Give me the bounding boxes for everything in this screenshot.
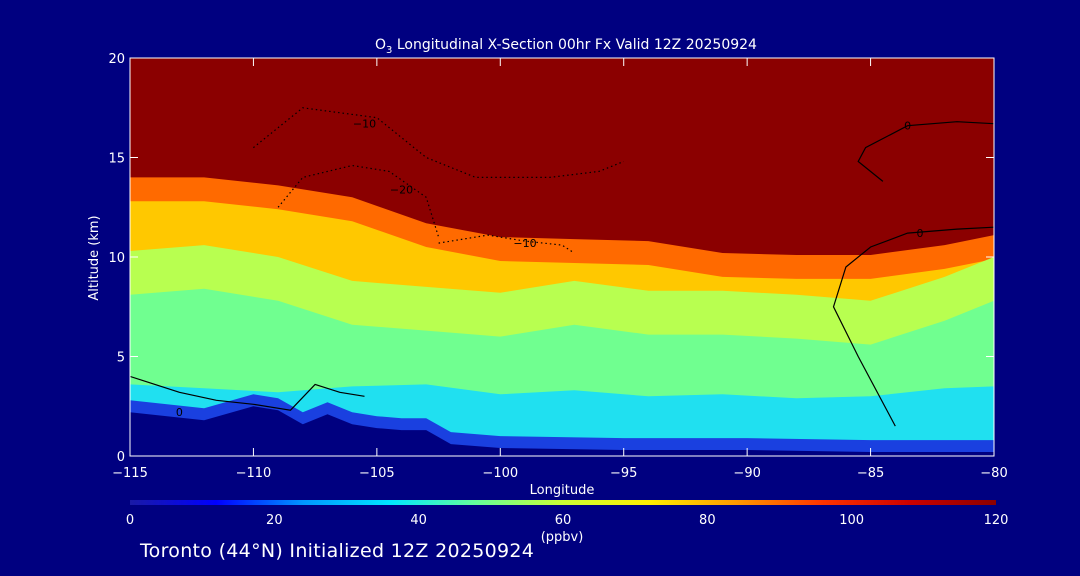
contour-label: 0: [176, 406, 183, 419]
terrain-mask: [130, 406, 994, 456]
contour-label: 0: [916, 227, 923, 240]
contour-line-5: [130, 375, 365, 411]
x-tick-label: −100: [482, 466, 518, 481]
x-tick-label: −95: [610, 466, 637, 481]
contour-label: 0: [904, 120, 911, 133]
x-tick-label: −85: [857, 466, 884, 481]
chart-title: O3 Longitudinal X-Section 00hr Fx Valid …: [375, 37, 757, 56]
x-tick-label: −110: [236, 466, 272, 481]
x-axis-label: Longitude: [530, 483, 595, 498]
y-tick-label: 10: [108, 251, 125, 266]
y-tick-label: 0: [117, 450, 125, 465]
y-axis: 0 5 10 15 20: [108, 52, 994, 465]
y-tick-label: 15: [108, 152, 125, 167]
x-tick-label: −90: [733, 466, 760, 481]
colorbar-tick-label: 100: [839, 513, 864, 528]
colorbar-tick-label: 120: [984, 513, 1009, 528]
colorbar-tick-label: 40: [410, 513, 427, 528]
y-tick-label: 20: [108, 52, 125, 67]
contour-label: −20: [390, 183, 413, 196]
plot-area: −10 −20 −10 0 0 0: [130, 58, 994, 456]
y-axis-label: Altitude (km): [87, 215, 102, 300]
x-axis: −115 −110 −105 −100 −95 −90 −85 −80: [112, 58, 1008, 481]
contour-line-0: [253, 107, 624, 178]
colorbar-ticks: 0 20 40 60 80 100 120: [126, 513, 1009, 528]
y-tick-label: 5: [117, 351, 125, 366]
colorbar-tick-label: 20: [266, 513, 283, 528]
contour-label: −10: [513, 237, 536, 250]
contour-label: −10: [353, 118, 376, 131]
colorbar-tick-label: 60: [555, 513, 572, 528]
colorbar-tick-label: 0: [126, 513, 134, 528]
contour-line-4: [857, 121, 994, 182]
colorbar: [130, 500, 996, 505]
x-tick-label: −115: [112, 466, 148, 481]
x-tick-label: −80: [980, 466, 1007, 481]
colorbar-label: (ppbv): [541, 530, 584, 545]
contour-lines: −10 −20 −10 0 0 0: [130, 107, 994, 427]
contour-line-1: [277, 164, 440, 238]
footer-caption: Toronto (44°N) Initialized 12Z 20250924: [140, 540, 535, 562]
colorbar-tick-label: 80: [699, 513, 716, 528]
contour-line-3: [832, 226, 994, 427]
x-tick-label: −105: [359, 466, 395, 481]
